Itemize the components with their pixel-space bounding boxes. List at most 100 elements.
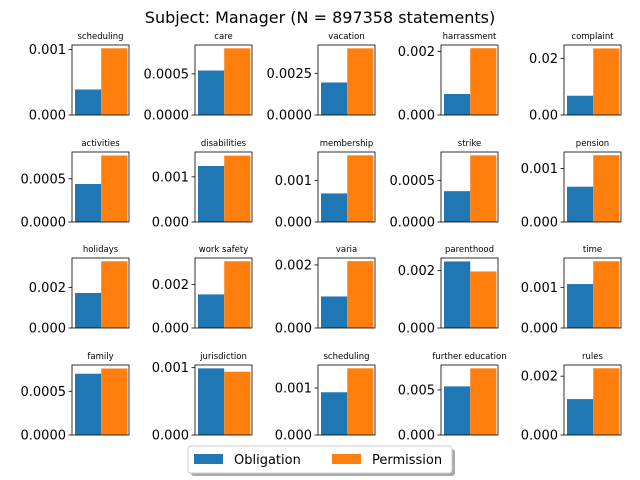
- subplot: pension 0.000 0.001: [521, 139, 622, 231]
- bar-permission: [224, 371, 251, 435]
- subplot: strike 0.0000 0.0005: [390, 139, 499, 231]
- y-tick-label: 0.002: [29, 281, 66, 296]
- axes-frame: [194, 257, 253, 329]
- y-tick-label: 0.001: [152, 170, 189, 185]
- bar-permission: [347, 261, 374, 328]
- y-tick-label: 0.000: [521, 429, 558, 444]
- y-tick-label: 0.002: [521, 370, 558, 385]
- axes-frame: [317, 44, 376, 116]
- subplot: harrassment 0.000 0.002: [398, 32, 499, 124]
- bar-permission: [224, 155, 251, 222]
- y-tick-label: 0.001: [275, 382, 312, 397]
- y-tick-label: 0.000: [152, 429, 189, 444]
- subplot: parenthood 0.000 0.002: [398, 245, 499, 337]
- subplot: family 0.0000 0.0005: [21, 352, 130, 444]
- y-tick-label: 0.000: [275, 216, 312, 231]
- y-tick-label: 0.000: [29, 109, 66, 124]
- legend: Obligation Permission: [187, 445, 455, 476]
- subplot-title: vacation: [328, 32, 364, 42]
- axes-frame: [563, 151, 622, 223]
- y-tick-label: 0.000: [398, 429, 435, 444]
- y-tick-label: 0.002: [398, 45, 435, 60]
- bar-obligation: [321, 82, 348, 115]
- y-tick-label: 0.00: [529, 109, 558, 124]
- legend-label-obligation: Obligation: [234, 453, 301, 468]
- subplot: disabilities 0.000 0.001: [152, 139, 253, 231]
- bar-permission: [347, 155, 374, 222]
- subplot-title: scheduling: [323, 352, 369, 362]
- axes-frame: [317, 151, 376, 223]
- subplot-title: parenthood: [445, 245, 494, 255]
- subplot: scheduling 0.000 0.001: [29, 32, 130, 124]
- subplot-title: disabilities: [201, 139, 247, 149]
- subplot-title: strike: [458, 139, 481, 149]
- bar-obligation: [444, 261, 471, 328]
- legend-label-permission: Permission: [372, 453, 442, 468]
- y-tick-label: 0.000: [275, 322, 312, 337]
- axes-frame: [440, 44, 499, 116]
- bar-permission: [224, 261, 251, 328]
- bar-obligation: [321, 392, 348, 435]
- y-tick-label: 0.0005: [21, 172, 67, 187]
- bar-obligation: [567, 95, 594, 115]
- subplot: activities 0.0000 0.0005: [21, 139, 130, 231]
- y-tick-label: 0.0000: [144, 109, 190, 124]
- subplot-grid: scheduling 0.000 0.001 care 0.0000 0.0005 vaca…: [21, 32, 622, 444]
- axes-frame: [563, 44, 622, 116]
- subplot: complaint 0.00 0.02: [529, 32, 622, 124]
- subplot: jurisdiction 0.000 0.001: [152, 352, 253, 444]
- legend-frame: [187, 445, 453, 474]
- y-tick-label: 0.000: [152, 216, 189, 231]
- y-tick-label: 0.002: [398, 264, 435, 279]
- subplot-title: rules: [582, 352, 603, 362]
- subplot-title: holidays: [83, 245, 119, 255]
- bar-permission: [470, 155, 497, 222]
- subplot-title: family: [87, 352, 113, 362]
- bar-obligation: [198, 368, 225, 435]
- bar-obligation: [444, 386, 471, 435]
- bar-obligation: [198, 166, 225, 222]
- subplot: work safety 0.000 0.002: [152, 245, 253, 337]
- subplot: holidays 0.000 0.002: [29, 245, 130, 337]
- axes-frame: [71, 364, 130, 436]
- y-tick-label: 0.000: [521, 216, 558, 231]
- y-tick-label: 0.000: [521, 322, 558, 337]
- axes-frame: [440, 364, 499, 436]
- y-tick-label: 0.002: [152, 278, 189, 293]
- bar-obligation: [75, 373, 102, 435]
- subplot-title: scheduling: [77, 32, 123, 42]
- bar-obligation: [198, 294, 225, 328]
- axes-frame: [440, 257, 499, 329]
- y-tick-label: 0.005: [398, 383, 435, 398]
- axes-frame: [563, 257, 622, 329]
- bar-permission: [224, 48, 251, 116]
- subplot-title: care: [214, 32, 232, 42]
- y-tick-label: 0.001: [275, 174, 312, 189]
- bar-obligation: [567, 284, 594, 328]
- subplot: rules 0.000 0.002: [521, 352, 622, 444]
- subplot-title: jurisdiction: [199, 352, 247, 362]
- y-tick-label: 0.000: [275, 429, 312, 444]
- y-tick-label: 0.0005: [21, 385, 67, 400]
- subplot: scheduling 0.000 0.001: [275, 352, 376, 444]
- y-tick-label: 0.001: [152, 361, 189, 376]
- axes-frame: [440, 151, 499, 223]
- bar-obligation: [321, 296, 348, 328]
- y-tick-label: 0.0000: [390, 216, 436, 231]
- axes-frame: [71, 44, 130, 116]
- y-tick-label: 0.0025: [267, 67, 313, 82]
- subplot-title: time: [583, 245, 602, 255]
- axes-frame: [194, 151, 253, 223]
- y-tick-label: 0.002: [275, 258, 312, 273]
- bar-obligation: [444, 191, 471, 222]
- y-tick-label: 0.02: [529, 52, 558, 67]
- subplot-title: activities: [81, 139, 120, 149]
- legend-swatch-permission: [332, 454, 361, 464]
- bar-obligation: [198, 70, 225, 115]
- subplot: varia 0.000 0.002: [275, 245, 376, 337]
- y-tick-label: 0.0005: [144, 67, 190, 82]
- subplot: time 0.000 0.001: [521, 245, 622, 337]
- bar-permission: [470, 368, 497, 435]
- bar-obligation: [75, 89, 102, 115]
